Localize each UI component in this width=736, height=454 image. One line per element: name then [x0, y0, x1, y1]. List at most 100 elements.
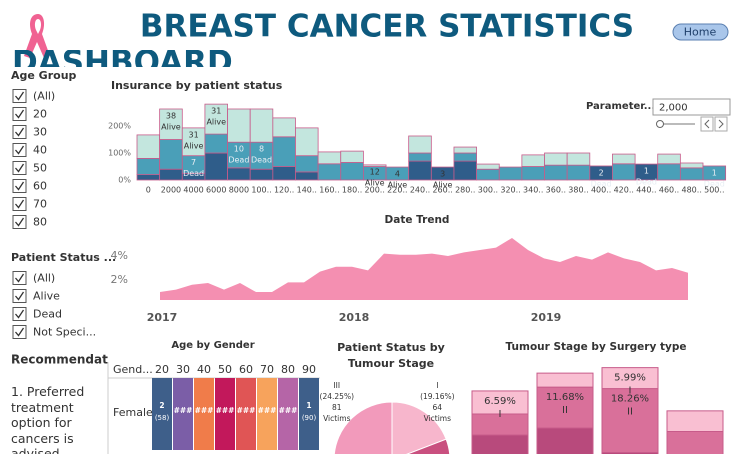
checkbox[interactable]: [12, 179, 27, 193]
bar-segment: [566, 164, 591, 181]
annotation-count: 31: [189, 130, 199, 139]
bar-segment: [159, 139, 183, 170]
checkbox[interactable]: [12, 325, 27, 339]
annotation-count: 8: [259, 145, 264, 154]
checkbox[interactable]: [12, 89, 27, 103]
x-tick-label: 2018: [339, 311, 370, 324]
annotation-count: 12: [370, 167, 380, 176]
checkbox[interactable]: [12, 161, 27, 175]
slider-thumb[interactable]: [656, 120, 664, 128]
annotation-status: Alive: [433, 181, 453, 190]
stage-label: II: [627, 407, 633, 418]
y-tick-label: 4%: [111, 249, 128, 262]
x-tick-label: 6000: [206, 186, 226, 195]
y-tick-label: 100%: [108, 149, 131, 158]
dashboard-subtitle: DASHBOARD: [12, 45, 233, 81]
checkbox[interactable]: [12, 143, 27, 157]
slider-prev[interactable]: [700, 116, 714, 132]
bar-segment: [476, 168, 500, 181]
slice-count: 64: [433, 403, 443, 412]
checkbox[interactable]: [12, 125, 27, 139]
filter-option: 80: [33, 216, 47, 229]
pie-slice: [406, 438, 451, 454]
parameter-input[interactable]: [652, 98, 731, 116]
annotation-status: Dead: [636, 178, 657, 187]
area: [160, 238, 688, 300]
stage-label: I: [629, 386, 632, 397]
annotation-status: Dead: [228, 156, 249, 165]
annotation-status: Alive: [388, 181, 408, 190]
pie-slice: [391, 401, 447, 454]
home-label[interactable]: Home: [684, 26, 717, 39]
x-tick-label: 2019: [531, 311, 562, 324]
y-tick-label: 200%: [108, 122, 131, 131]
cell-label: ###: [258, 406, 277, 415]
cell-label: ###: [216, 406, 235, 415]
bar-segment: [536, 372, 594, 388]
cell-sub-label: (58): [155, 414, 170, 422]
checkbox[interactable]: [12, 215, 27, 229]
chart-title: Tumour Stage by Surgery type: [506, 341, 687, 353]
home-button[interactable]: [672, 23, 729, 41]
value-label: 18.26%: [611, 394, 649, 405]
annotation-status: Alive: [184, 141, 204, 150]
bar-segment: [544, 164, 568, 181]
column-label: 20: [155, 363, 169, 376]
annotation-count: 10: [234, 145, 244, 154]
filter-option: 40: [33, 144, 47, 157]
annotation-status: Dead: [251, 156, 272, 165]
slice-name: I: [436, 381, 438, 390]
bar-segment: [249, 108, 274, 143]
bar-segment: [536, 386, 594, 429]
bar-segment: [666, 431, 724, 454]
annotation-count: 2: [599, 168, 604, 177]
x-tick-label: 380..: [568, 186, 588, 195]
checkbox[interactable]: [12, 107, 27, 121]
heat-cell: [257, 378, 277, 450]
annotation-count: 38: [166, 111, 176, 120]
x-tick-label: 0: [146, 186, 151, 195]
x-tick-label: 440..: [636, 186, 656, 195]
cell-label: 2: [159, 401, 164, 410]
filter-option: 50: [33, 162, 47, 175]
slider-next[interactable]: [714, 116, 728, 132]
filter-option: 60: [33, 180, 47, 193]
pie-title: Patient Status by Tumour Stage: [337, 341, 445, 370]
column-label: 80: [281, 363, 295, 376]
x-tick-label: 260..: [432, 186, 452, 195]
chart-title: Date Trend: [385, 214, 450, 226]
x-tick-label: 8000: [229, 186, 249, 195]
checkbox[interactable]: [12, 197, 27, 211]
parameter-value[interactable]: 2,000: [659, 103, 688, 114]
column-label: 40: [197, 363, 211, 376]
bar-segment: [272, 166, 296, 181]
filter-option: (All): [33, 90, 55, 103]
checkbox[interactable]: [12, 307, 27, 321]
slice-name: III: [333, 381, 340, 390]
checkbox[interactable]: [12, 289, 27, 303]
bar-segment: [295, 127, 319, 157]
x-tick-label: 4000: [183, 186, 203, 195]
cell-label: ###: [279, 406, 298, 415]
bar-segment: [453, 146, 477, 154]
x-tick-label: 500..: [704, 186, 724, 195]
bar-segment: [657, 153, 681, 165]
checkbox[interactable]: [12, 271, 27, 285]
heat-cell: [236, 378, 256, 450]
filter-title: Age Group: [11, 69, 77, 82]
cell-label: ###: [237, 406, 256, 415]
bar-segment: [159, 108, 183, 140]
annotation-status: Dead: [704, 179, 725, 188]
bar-segment: [204, 133, 228, 154]
bar-segment: [476, 163, 500, 170]
stage-label: II: [562, 405, 568, 416]
bar-segment: [272, 136, 296, 167]
heat-cell: [194, 378, 214, 450]
filter-option: Dead: [33, 308, 62, 321]
bar-segment: [340, 162, 364, 181]
slice-percent: (24.25%): [320, 392, 355, 401]
value-label: 5.99%: [614, 373, 646, 384]
filter-option: 30: [33, 126, 47, 139]
bar-segment: [536, 427, 594, 454]
